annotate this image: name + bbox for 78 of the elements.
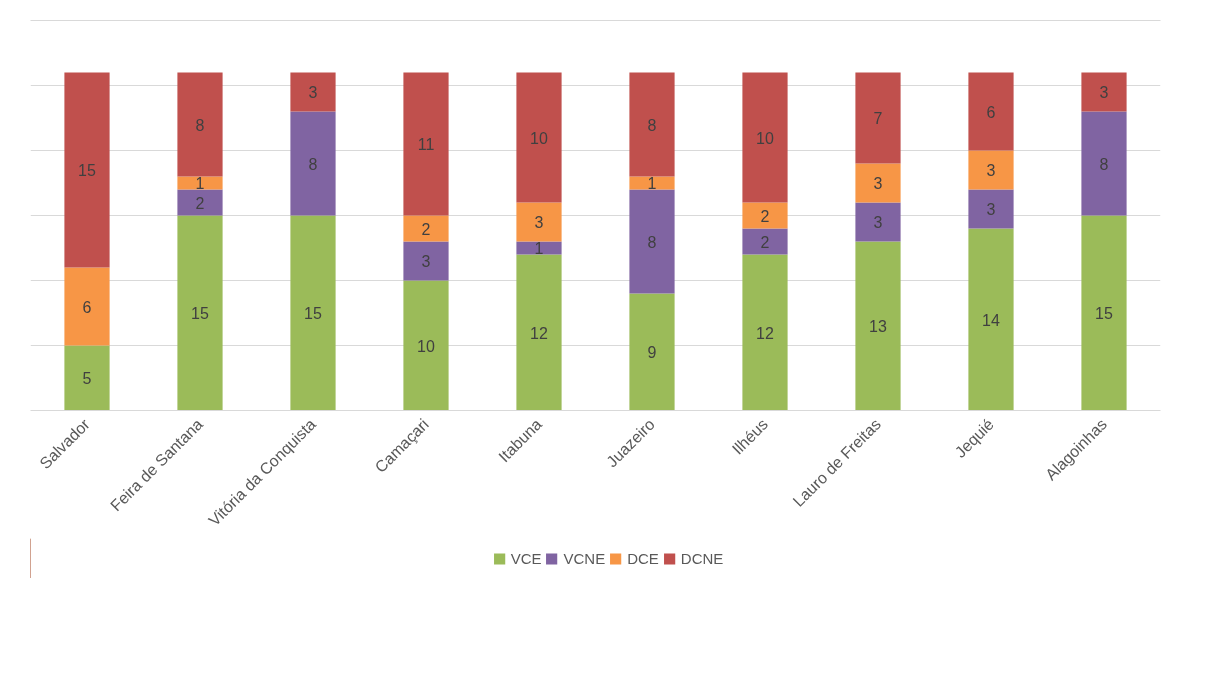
legend-label: DCNE — [680, 549, 724, 567]
bar — [629, 72, 675, 177]
data-label: 3 — [873, 175, 883, 192]
bar — [968, 72, 1014, 151]
data-label: 11 — [417, 136, 435, 153]
bar — [403, 72, 449, 216]
data-label: 10 — [530, 129, 548, 147]
data-label: 1 — [195, 175, 205, 192]
data-label: 3 — [421, 253, 431, 270]
bar — [1081, 111, 1127, 216]
bar — [290, 215, 336, 411]
data-label: 13 — [869, 318, 887, 335]
bar — [64, 72, 110, 268]
legend-label: VCNE — [563, 549, 606, 567]
bar — [403, 215, 449, 242]
data-label: 3 — [308, 84, 318, 101]
data-label: 15 — [191, 305, 209, 322]
bar — [177, 215, 223, 411]
bar — [516, 72, 562, 203]
bar — [629, 176, 675, 190]
bar — [403, 280, 449, 411]
legend-label: DCE — [627, 549, 659, 567]
legend-label: VCE — [510, 549, 542, 567]
bar — [1081, 215, 1127, 411]
data-label: 3 — [873, 214, 883, 231]
data-label: 7 — [873, 110, 883, 127]
data-label: 12 — [530, 324, 548, 342]
data-label: 8 — [647, 116, 657, 134]
data-label: 5 — [82, 370, 92, 387]
data-label: 3 — [534, 214, 544, 231]
bar — [629, 189, 675, 294]
data-label: 6 — [82, 298, 92, 316]
data-label: 14 — [982, 311, 1000, 329]
bar — [855, 163, 901, 203]
data-label: 8 — [1099, 155, 1109, 173]
bar — [968, 150, 1014, 190]
data-label: 8 — [195, 116, 205, 134]
data-label: 2 — [760, 207, 770, 225]
data-label: 15 — [78, 162, 96, 179]
data-label: 3 — [1099, 84, 1109, 101]
data-label: 2 — [421, 220, 431, 238]
data-label: 3 — [986, 162, 996, 179]
data-label: 1 — [534, 240, 544, 257]
bar — [742, 72, 788, 203]
data-label: 10 — [417, 337, 435, 355]
bar — [64, 267, 110, 346]
bar — [855, 202, 901, 242]
bar — [290, 111, 336, 216]
bar — [1081, 72, 1127, 112]
bar — [290, 72, 336, 112]
bar — [516, 254, 562, 411]
bar — [742, 254, 788, 411]
data-label: 15 — [1095, 305, 1113, 322]
data-label: 8 — [647, 233, 657, 251]
data-label: 6 — [986, 103, 996, 121]
data-label: 2 — [760, 233, 770, 251]
bar — [403, 241, 449, 281]
data-label: 9 — [647, 344, 657, 361]
bar — [629, 293, 675, 411]
bar — [177, 189, 223, 216]
bar — [855, 241, 901, 411]
bar — [742, 228, 788, 255]
data-label: 8 — [308, 155, 318, 173]
bar — [64, 345, 110, 411]
bar — [516, 202, 562, 242]
data-label: 2 — [195, 194, 205, 212]
bar — [742, 202, 788, 229]
bar — [177, 176, 223, 190]
bar — [516, 241, 562, 255]
data-label: 15 — [304, 305, 322, 322]
data-label: 3 — [986, 201, 996, 218]
data-label: 10 — [756, 129, 774, 147]
data-label: 12 — [756, 324, 774, 342]
data-label: 1 — [647, 175, 657, 192]
bar — [968, 189, 1014, 229]
bar — [855, 72, 901, 164]
bar — [968, 228, 1014, 411]
bar — [177, 72, 223, 177]
